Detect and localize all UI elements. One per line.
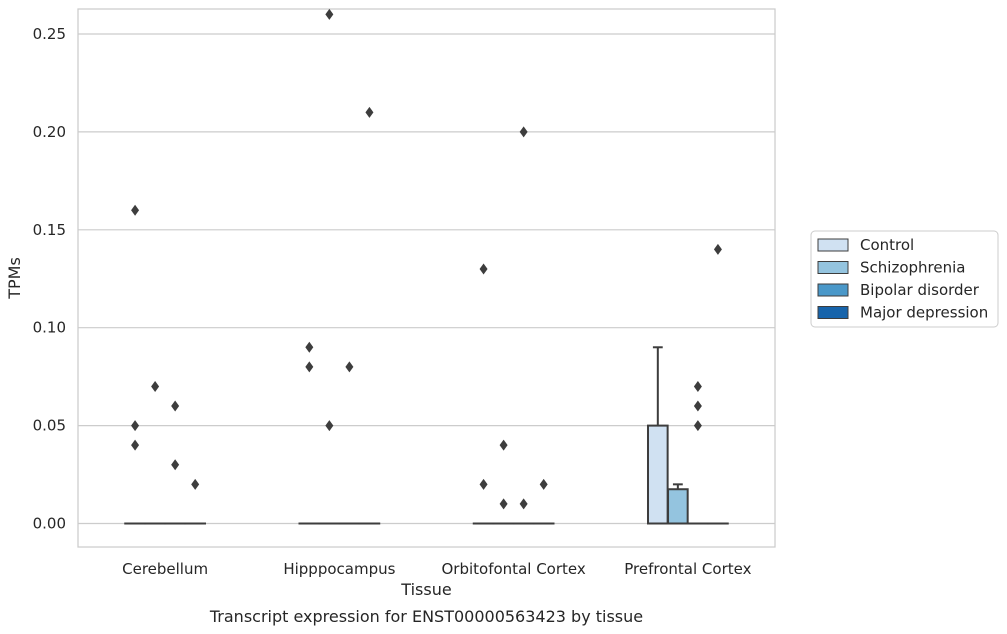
x-tick-label: Hipppocampus [283, 560, 395, 578]
x-tick-label: Cerebellum [122, 560, 208, 578]
legend: Control Schizophrenia Bipolar disorder Majo… [810, 230, 999, 328]
outlier-point [345, 361, 354, 373]
outlier-point [499, 439, 508, 451]
legend-label: Schizophrenia [860, 259, 965, 277]
series-control [124, 204, 669, 525]
x-tick-label: Prefrontal Cortex [624, 560, 751, 578]
outlier-point [539, 478, 548, 490]
outlier-point [693, 380, 702, 392]
y-tick-label: 0.25 [33, 25, 66, 43]
outlier-point [131, 204, 140, 216]
series-bipolar-disorder [164, 126, 709, 525]
outlier-point [171, 400, 180, 412]
y-tick-label: 0.10 [33, 319, 66, 337]
outlier-point [713, 243, 722, 255]
y-axis-label: TPMs [5, 257, 24, 300]
outlier-point [131, 439, 140, 451]
y-axis-ticks: 0.00 0.05 0.10 0.15 0.20 0.25 [33, 25, 66, 533]
outlier-point [151, 380, 160, 392]
legend-label: Major depression [860, 304, 988, 322]
legend-label: Control [860, 236, 914, 254]
outlier-point [693, 420, 702, 432]
outlier-point [191, 478, 200, 490]
outlier-point [305, 341, 314, 353]
legend-frame [810, 230, 999, 328]
x-axis-ticks: Cerebellum Hipppocampus Orbitofontal Corte… [122, 560, 751, 578]
chart-caption: Transcript expression for ENST0000056342… [209, 607, 643, 626]
outlier-point [325, 8, 334, 20]
box [667, 488, 689, 525]
outlier-point [693, 400, 702, 412]
y-tick-label: 0.00 [33, 515, 66, 533]
outlier-point [325, 420, 334, 432]
box-series [124, 8, 729, 525]
y-tick-label: 0.20 [33, 123, 66, 141]
legend-swatch [817, 238, 849, 252]
legend-label: Bipolar disorder [860, 281, 980, 299]
outlier-point [519, 126, 528, 138]
legend-swatch [817, 306, 849, 319]
outlier-point [519, 498, 528, 510]
series-schizophrenia [144, 8, 689, 525]
y-tick-label: 0.15 [33, 221, 66, 239]
outlier-point [479, 263, 488, 275]
outlier-point [365, 106, 374, 118]
y-tick-label: 0.05 [33, 417, 66, 435]
legend-swatch [817, 261, 849, 274]
outlier-point [305, 361, 314, 373]
x-tick-label: Orbitofontal Cortex [442, 560, 586, 578]
legend-swatch [817, 283, 849, 297]
outlier-point [479, 478, 488, 490]
series-major-depression [184, 106, 729, 525]
outlier-point [171, 459, 180, 471]
outlier-point [499, 498, 508, 510]
box [646, 424, 669, 525]
gridlines [78, 33, 775, 525]
x-axis-label: Tissue [400, 580, 451, 599]
plot-area-frame [77, 8, 776, 548]
outlier-point [131, 420, 140, 432]
